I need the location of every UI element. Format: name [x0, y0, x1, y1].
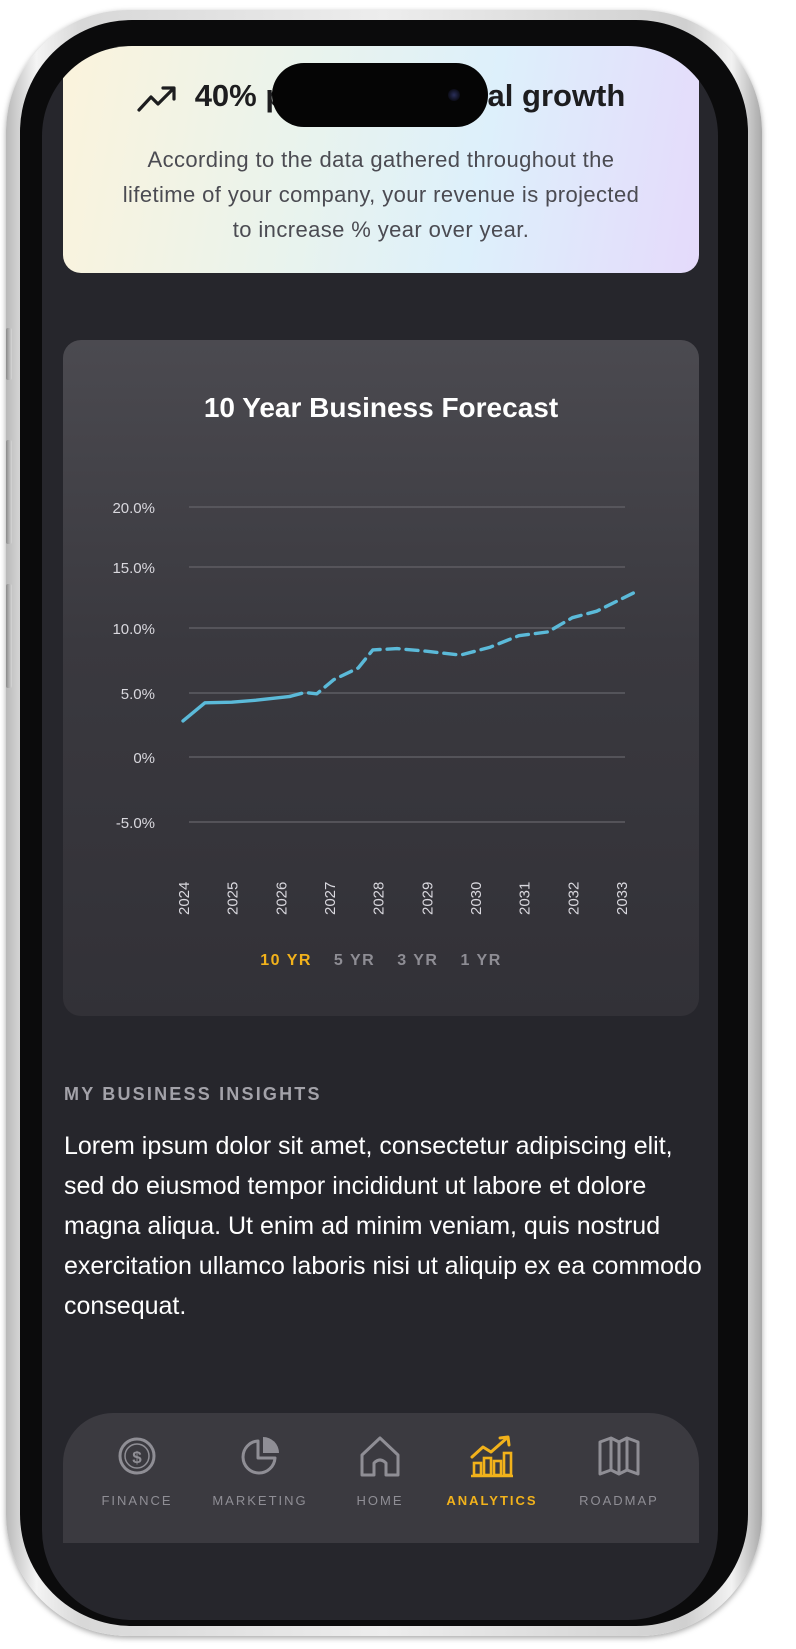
pie-chart-icon	[241, 1437, 279, 1475]
x-tick-label: 2032	[565, 882, 582, 915]
dollar-icon: $	[118, 1437, 156, 1475]
x-tick-label: 2024	[176, 882, 193, 915]
trending-up-icon	[137, 84, 177, 120]
y-tick-label: 0%	[133, 750, 155, 767]
bar-chart-trend-icon	[470, 1435, 513, 1478]
forecast-line-actual	[181, 694, 292, 723]
nav-label-home: HOME	[356, 1493, 404, 1508]
map-icon	[598, 1436, 640, 1476]
range-tab-1-yr[interactable]: 1 YR	[460, 952, 502, 969]
nav-label-finance: FINANCE	[101, 1493, 173, 1508]
forecast-chart: 20.0% 15.0% 10.0% 5.0% 0% -5.0% 2024 2025 2026 20…	[112, 500, 638, 915]
home-icon	[360, 1436, 400, 1477]
volume-up-button	[6, 440, 12, 544]
x-tick-label: 2027	[322, 882, 339, 915]
insights-body: Lorem ipsum dolor sit amet, consectetur …	[64, 1132, 702, 1320]
nav-label-analytics: ANALYTICS	[446, 1493, 538, 1508]
y-tick-label: -5.0%	[116, 815, 155, 832]
nav-item-finance[interactable]: $ FINANCE	[77, 1433, 197, 1508]
nav-item-roadmap[interactable]: ROADMAP	[559, 1433, 679, 1508]
chart-title: 10 Year Business Forecast	[203, 392, 559, 423]
bottom-nav: $ FINANCE MARKETING HOME	[63, 1413, 699, 1543]
nav-item-home[interactable]: HOME	[320, 1433, 440, 1508]
nav-item-marketing[interactable]: MARKETING	[200, 1433, 320, 1508]
x-tick-label: 2030	[468, 882, 485, 915]
nav-label-roadmap: ROADMAP	[579, 1493, 659, 1508]
mute-switch	[6, 328, 12, 380]
range-selector: 10 YR 5 YR 3 YR 1 YR	[63, 952, 699, 970]
svg-text:$: $	[132, 1448, 142, 1467]
growth-insight-body: According to the data gathered throughou…	[122, 147, 640, 242]
range-tab-3-yr[interactable]: 3 YR	[397, 952, 439, 969]
range-tab-10-yr[interactable]: 10 YR	[260, 952, 312, 969]
nav-item-analytics[interactable]: ANALYTICS	[432, 1433, 552, 1508]
x-tick-label: 2028	[371, 882, 388, 915]
x-tick-label: 2029	[419, 882, 436, 915]
camera-lens	[448, 89, 460, 101]
volume-down-button	[6, 584, 12, 688]
insights-heading: MY BUSINESS INSIGHTS	[64, 1084, 322, 1104]
y-tick-label: 15.0%	[112, 560, 155, 577]
range-tab-5-yr[interactable]: 5 YR	[333, 952, 376, 969]
y-tick-label: 20.0%	[112, 500, 155, 517]
nav-label-marketing: MARKETING	[212, 1493, 308, 1508]
forecast-line-projected	[288, 590, 638, 699]
x-tick-label: 2025	[225, 882, 242, 915]
dynamic-island	[272, 63, 488, 127]
forecast-chart-card: 10 Year Business Forecast 20.0% 15.0% 10.0…	[63, 340, 699, 1016]
x-tick-label: 2026	[273, 882, 290, 915]
y-tick-label: 10.0%	[112, 621, 155, 638]
app-screen: 40% projected annual growth According to…	[42, 46, 718, 1620]
x-tick-label: 2031	[517, 882, 534, 915]
y-tick-label: 5.0%	[121, 686, 155, 703]
x-tick-label: 2033	[614, 882, 631, 915]
